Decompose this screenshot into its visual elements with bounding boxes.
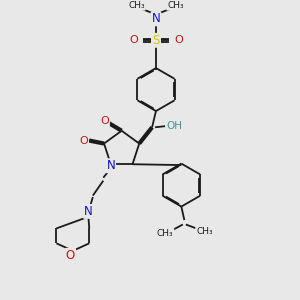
Text: O: O <box>80 136 88 146</box>
Text: O: O <box>174 35 183 45</box>
Text: CH₃: CH₃ <box>167 1 184 10</box>
Text: CH₃: CH₃ <box>157 229 173 238</box>
Text: N: N <box>84 205 93 218</box>
Text: N: N <box>106 159 115 172</box>
Text: O: O <box>100 116 109 126</box>
Text: O: O <box>66 249 75 262</box>
Text: S: S <box>152 34 160 47</box>
Text: CH₃: CH₃ <box>196 227 213 236</box>
Text: N: N <box>152 12 160 25</box>
Text: O: O <box>129 35 138 45</box>
Text: CH₃: CH₃ <box>128 1 145 10</box>
Text: OH: OH <box>166 121 182 131</box>
